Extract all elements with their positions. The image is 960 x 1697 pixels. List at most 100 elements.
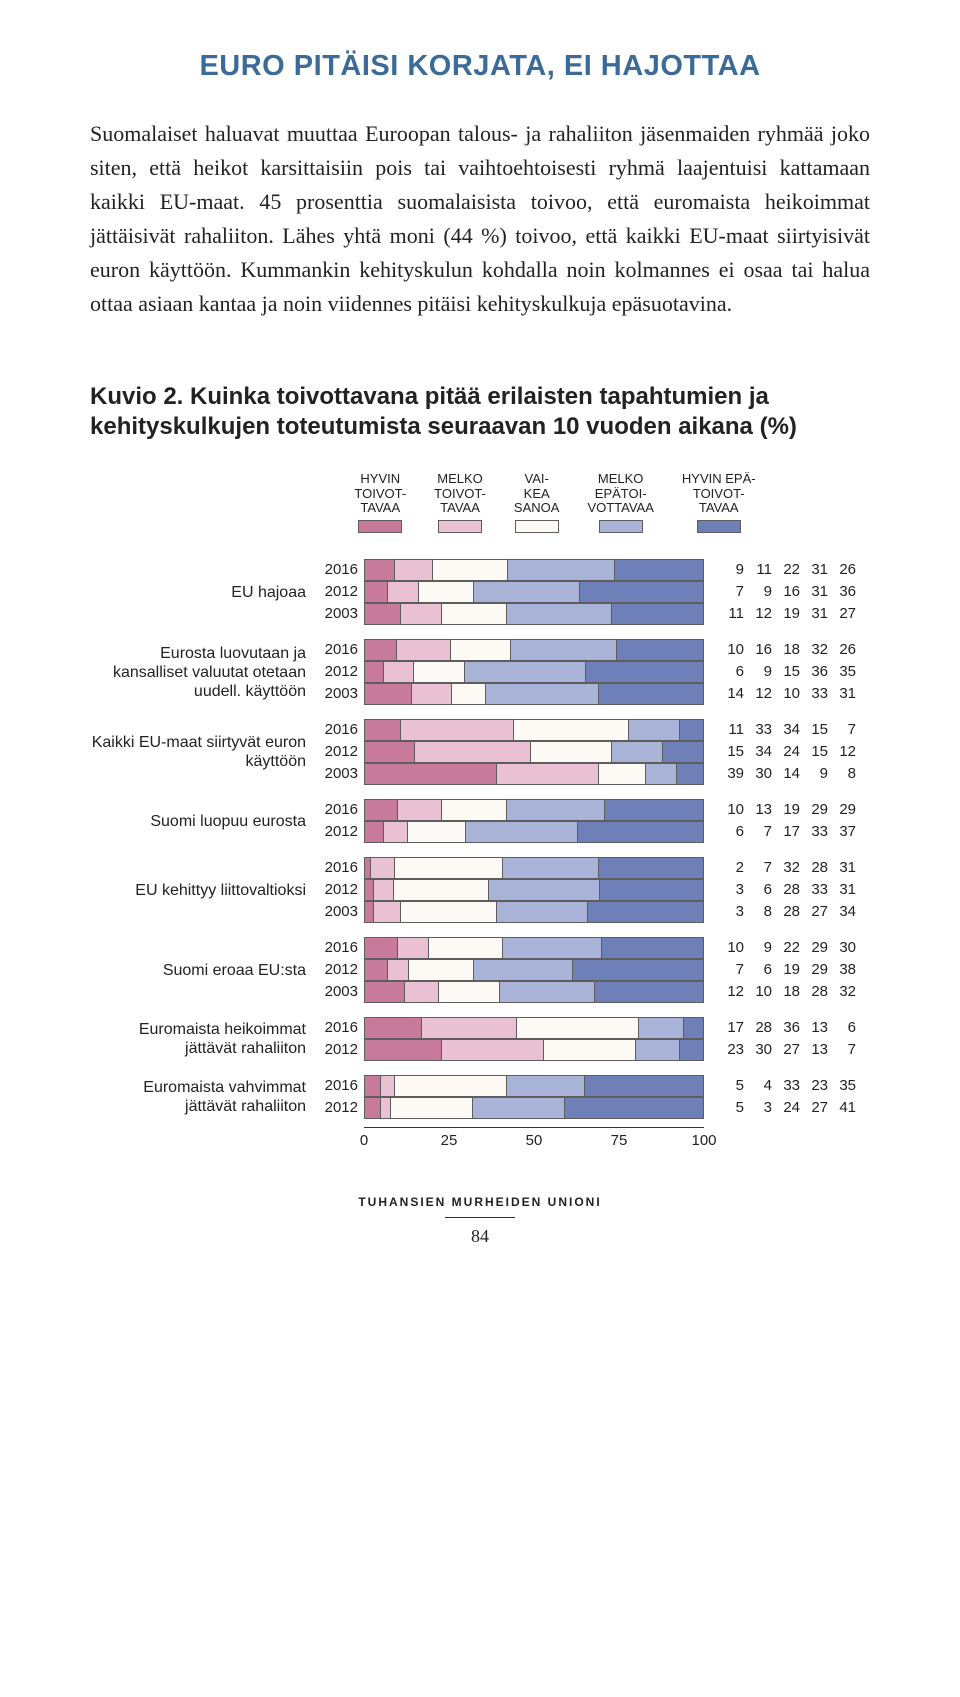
year-label: 2012 — [320, 1039, 358, 1061]
bar-segment — [395, 559, 433, 581]
bar-segment — [364, 741, 415, 763]
bar-segment — [442, 603, 507, 625]
year-label: 2012 — [320, 1097, 358, 1119]
stacked-bar — [364, 901, 704, 923]
bar-segment — [364, 581, 388, 603]
value-row: 1112193127 — [716, 603, 870, 625]
bar-segment — [636, 1039, 680, 1061]
bar-segment — [680, 1039, 704, 1061]
stacked-bar — [364, 821, 704, 843]
bar-segment — [588, 901, 704, 923]
bar-segment — [680, 719, 704, 741]
stacked-bar — [364, 763, 704, 785]
legend-item: MELKOTOIVOT-TAVAA — [434, 472, 486, 534]
bar-segment — [531, 741, 613, 763]
bar-segment — [374, 901, 401, 923]
bar-segment — [433, 559, 509, 581]
value-row: 53242741 — [716, 1097, 870, 1119]
stacked-bar — [364, 1075, 704, 1097]
footer-book-title: TUHANSIEN MURHEIDEN UNIONI — [90, 1195, 870, 1209]
bar-segment — [415, 741, 531, 763]
year-label: 2016 — [320, 559, 358, 581]
bar-segment — [507, 799, 606, 821]
bar-segment — [429, 937, 504, 959]
value-row: 36283331 — [716, 879, 870, 901]
chart-group: EU hajoaa2016201220039112231267916313611… — [90, 559, 870, 625]
value-row: 233027137 — [716, 1039, 870, 1061]
bar-segment — [384, 821, 408, 843]
group-label: Suomi eroaa EU:sta — [90, 937, 320, 1003]
year-label: 2016 — [320, 857, 358, 879]
value-row: 1210182832 — [716, 981, 870, 1003]
value-row: 27322831 — [716, 857, 870, 879]
stacked-bar — [364, 559, 704, 581]
bar-segment — [364, 879, 374, 901]
bar-segment — [397, 639, 450, 661]
year-label: 2016 — [320, 719, 358, 741]
year-label: 2012 — [320, 581, 358, 603]
bar-segment — [599, 683, 704, 705]
bar-segment — [364, 719, 401, 741]
year-label: 2012 — [320, 959, 358, 981]
bar-segment — [364, 661, 384, 683]
bar-segment — [503, 937, 602, 959]
bar-segment — [580, 581, 704, 603]
bar-segment — [602, 937, 704, 959]
year-label: 2003 — [320, 981, 358, 1003]
axis-tick: 75 — [611, 1132, 628, 1149]
bar-segment — [451, 639, 511, 661]
bar-segment — [364, 1039, 442, 1061]
bar-segment — [364, 959, 388, 981]
bar-segment — [398, 937, 429, 959]
bar-segment — [412, 683, 453, 705]
bar-segment — [364, 1075, 381, 1097]
chart-group: Kaikki EU-maat siirtyvät euron käyttöön2… — [90, 719, 870, 785]
bar-segment — [409, 959, 474, 981]
bar-segment — [503, 857, 598, 879]
bar-segment — [405, 981, 439, 1003]
chart-group: Suomi luopuu eurosta20162012101319292967… — [90, 799, 870, 843]
bar-segment — [414, 661, 464, 683]
bar-segment — [384, 661, 414, 683]
value-row: 1016183226 — [716, 639, 870, 661]
axis-tick: 25 — [441, 1132, 458, 1149]
value-row: 1013192929 — [716, 799, 870, 821]
bar-segment — [508, 559, 614, 581]
chart-group: Euromaista heikoimmat jättävät rahaliito… — [90, 1017, 870, 1061]
group-label: Suomi luopuu eurosta — [90, 799, 320, 843]
stacked-bar — [364, 1039, 704, 1061]
bar-segment — [617, 639, 704, 661]
bar-segment — [364, 981, 405, 1003]
year-label: 2003 — [320, 901, 358, 923]
bar-segment — [452, 683, 486, 705]
chart-axis: 0255075100 — [90, 1127, 870, 1155]
stacked-bar — [364, 879, 704, 901]
year-label: 2003 — [320, 603, 358, 625]
bar-segment — [489, 879, 600, 901]
bar-segment — [544, 1039, 636, 1061]
year-label: 2003 — [320, 763, 358, 785]
bar-segment — [364, 821, 384, 843]
value-row: 67173337 — [716, 821, 870, 843]
figure-heading: Kuvio 2. Kuinka toivottavana pitää erila… — [90, 382, 870, 442]
bar-segment — [391, 1097, 473, 1119]
bar-segment — [364, 857, 371, 879]
bar-segment — [364, 559, 395, 581]
chart-group: EU kehittyy liittovaltioksi2016201220032… — [90, 857, 870, 923]
bar-segment — [364, 1097, 381, 1119]
bar-segment — [401, 901, 496, 923]
bar-segment — [419, 581, 474, 603]
chart-group: Euromaista vahvimmat jättävät rahaliiton… — [90, 1075, 870, 1119]
bar-segment — [600, 879, 704, 901]
bar-segment — [364, 603, 401, 625]
year-label: 2016 — [320, 639, 358, 661]
bar-segment — [474, 959, 574, 981]
bar-segment — [595, 981, 704, 1003]
bar-segment — [663, 741, 704, 763]
legend-item: VAI-KEASANOA — [514, 472, 560, 534]
bar-segment — [364, 901, 374, 923]
group-label: EU kehittyy liittovaltioksi — [90, 857, 320, 923]
stacked-bar — [364, 937, 704, 959]
bar-segment — [465, 661, 586, 683]
year-label: 2016 — [320, 799, 358, 821]
